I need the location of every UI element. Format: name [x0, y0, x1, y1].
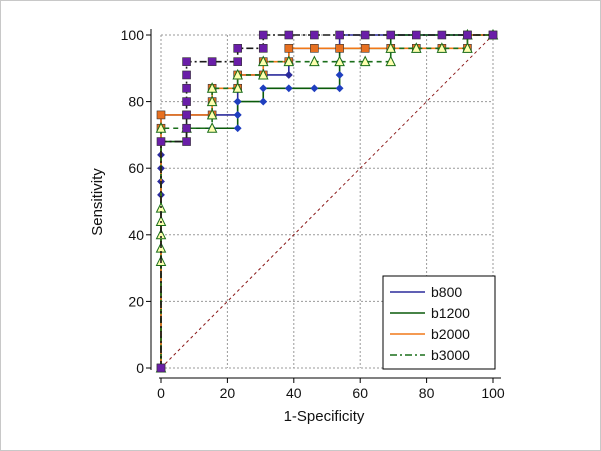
data-point — [182, 83, 191, 93]
y-tick-label-100: 100 — [121, 27, 145, 43]
y-tick-label-80: 80 — [128, 94, 144, 110]
y-tick-label-0: 0 — [136, 360, 144, 376]
data-point — [360, 44, 370, 53]
data-point — [232, 68, 244, 80]
data-point — [182, 137, 191, 146]
data-point — [335, 71, 344, 79]
data-point — [155, 122, 167, 133]
data-point — [360, 30, 370, 40]
data-point — [309, 55, 320, 67]
series-b3000-overlay- — [156, 30, 498, 373]
legend-label-b3000: b3000 — [431, 347, 470, 363]
data-point — [385, 42, 397, 53]
legend: b800 b1200 b2000 b3000 — [382, 275, 496, 370]
data-point — [462, 42, 473, 53]
data-point — [310, 84, 319, 93]
x-axis-title: 1-Specificity — [284, 408, 365, 425]
data-point — [335, 84, 344, 93]
data-point — [257, 68, 269, 80]
data-point — [182, 57, 191, 66]
data-point — [258, 30, 268, 40]
data-point — [335, 30, 344, 40]
data-point — [386, 30, 396, 40]
data-point — [310, 44, 319, 53]
data-point — [488, 30, 498, 40]
data-point — [258, 44, 268, 53]
data-point — [412, 30, 421, 40]
legend-label-b800: b800 — [431, 284, 462, 300]
reference-diagonal — [160, 34, 494, 369]
data-point — [155, 215, 167, 226]
data-point — [359, 55, 371, 67]
data-point — [182, 70, 191, 80]
data-point — [283, 55, 295, 67]
axes: 0 20 40 60 80 100 0 20 40 60 80 100 — [121, 27, 505, 401]
reference-diagonal-line — [160, 34, 494, 369]
data-point — [182, 110, 191, 120]
data-point — [233, 124, 242, 133]
series-group — [155, 28, 499, 373]
data-point — [257, 55, 269, 67]
data-point — [156, 137, 166, 146]
data-point — [206, 108, 218, 120]
data-point — [284, 84, 293, 93]
data-point — [284, 30, 294, 40]
data-point — [385, 55, 397, 67]
x-tick-label-20: 20 — [220, 385, 236, 401]
data-point — [335, 44, 344, 53]
y-axis-title: Sensitivity — [89, 168, 106, 236]
y-tick-label-40: 40 — [128, 227, 144, 243]
data-point — [206, 95, 218, 107]
data-point — [233, 110, 242, 119]
data-point — [463, 30, 472, 40]
data-point — [207, 57, 217, 66]
data-point — [156, 363, 166, 373]
data-point — [182, 97, 191, 106]
data-point — [233, 57, 242, 66]
data-point — [155, 228, 167, 240]
x-tick-label-100: 100 — [481, 385, 505, 401]
x-tick-label-60: 60 — [352, 385, 368, 401]
legend-label-b2000: b2000 — [431, 326, 470, 342]
y-tick-label-20: 20 — [128, 293, 144, 309]
data-point — [259, 97, 268, 106]
legend-label-b1200: b1200 — [431, 305, 470, 321]
data-point — [259, 84, 268, 93]
x-tick-label-0: 0 — [157, 385, 165, 401]
y-tick-label-60: 60 — [128, 160, 144, 176]
data-point — [410, 42, 422, 53]
data-point — [206, 82, 218, 93]
data-point — [310, 30, 319, 40]
data-point — [334, 55, 345, 67]
data-point — [206, 122, 218, 133]
data-point — [436, 42, 448, 53]
data-point — [233, 44, 242, 53]
data-point — [284, 71, 293, 79]
x-tick-label-40: 40 — [286, 385, 302, 401]
data-point — [437, 30, 447, 40]
data-point — [284, 44, 294, 53]
x-tick-label-80: 80 — [419, 385, 435, 401]
data-point — [233, 97, 242, 106]
data-point — [232, 82, 244, 93]
data-point — [156, 110, 166, 120]
data-point — [182, 123, 191, 133]
